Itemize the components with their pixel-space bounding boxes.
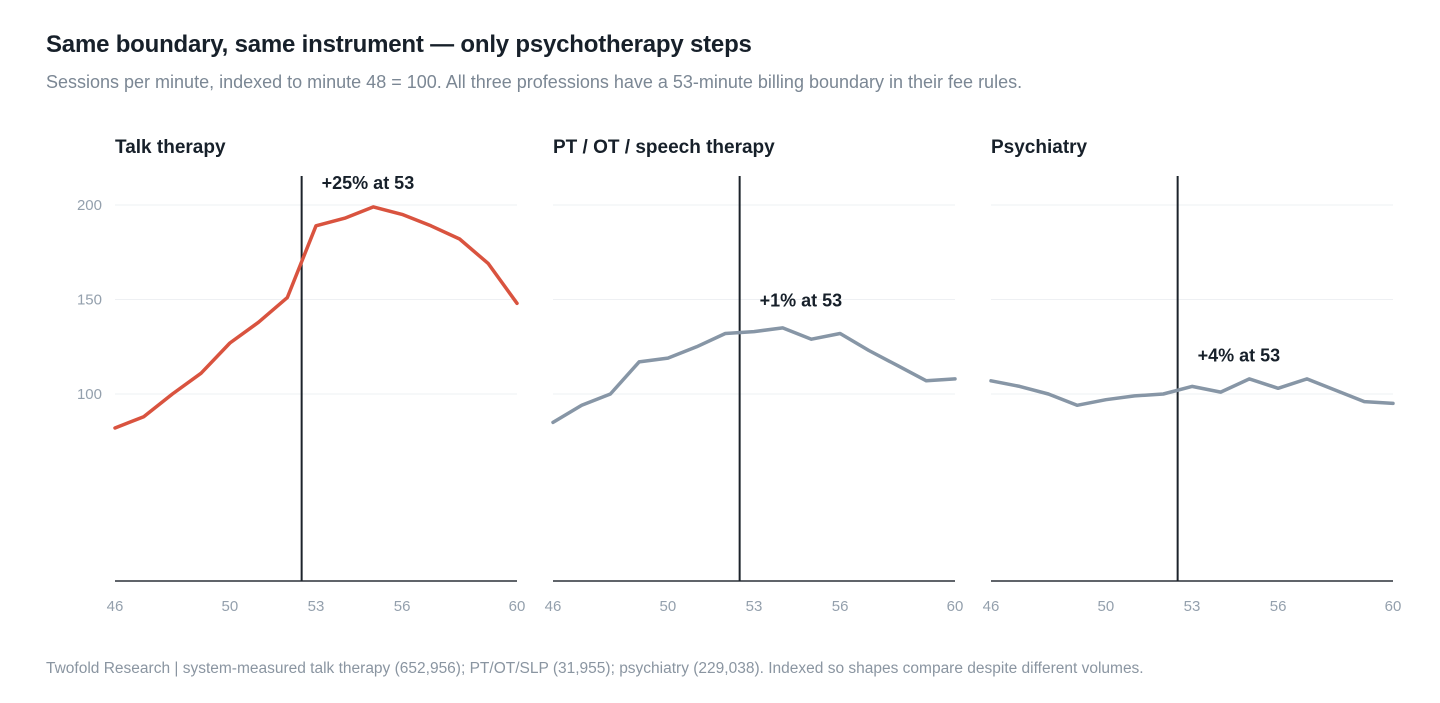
y-tick-label: 200 xyxy=(77,197,102,214)
x-tick-label: 53 xyxy=(1184,598,1201,615)
x-tick-label: 53 xyxy=(746,598,763,615)
x-tick-label: 53 xyxy=(308,598,325,615)
x-tick-label: 50 xyxy=(660,598,677,615)
x-tick-label: 60 xyxy=(509,598,526,615)
y-tick-label: 100 xyxy=(77,386,102,403)
panel-title: PT / OT / speech therapy xyxy=(553,137,775,158)
x-tick-label: 60 xyxy=(1385,598,1402,615)
source-note: Twofold Research | system-measured talk … xyxy=(46,660,1144,677)
panel-title: Psychiatry xyxy=(991,137,1088,158)
x-tick-label: 46 xyxy=(545,598,562,615)
small-multiples-chart: Talk therapy 100 150 200 46 50 53 56 60 +25% at 5… xyxy=(77,137,1402,615)
x-tick-label: 46 xyxy=(107,598,124,615)
chart-subtitle: Sessions per minute, indexed to minute 4… xyxy=(46,72,1023,92)
series-line xyxy=(113,205,519,430)
annotation-label: +4% at 53 xyxy=(1198,345,1281,365)
x-tick-label: 56 xyxy=(1270,598,1287,615)
x-tick-label: 46 xyxy=(983,598,1000,615)
annotation-label: +25% at 53 xyxy=(322,173,415,193)
chart-title: Same boundary, same instrument — only ps… xyxy=(46,31,752,58)
series-line xyxy=(551,326,957,425)
annotation-label: +1% at 53 xyxy=(760,291,843,311)
x-tick-label: 50 xyxy=(222,598,239,615)
x-tick-label: 56 xyxy=(832,598,849,615)
panel-title: Talk therapy xyxy=(115,137,226,158)
x-tick-label: 60 xyxy=(947,598,964,615)
x-tick-label: 56 xyxy=(394,598,411,615)
series-line xyxy=(989,377,1395,408)
x-tick-label: 50 xyxy=(1098,598,1115,615)
y-tick-label: 150 xyxy=(77,292,102,309)
